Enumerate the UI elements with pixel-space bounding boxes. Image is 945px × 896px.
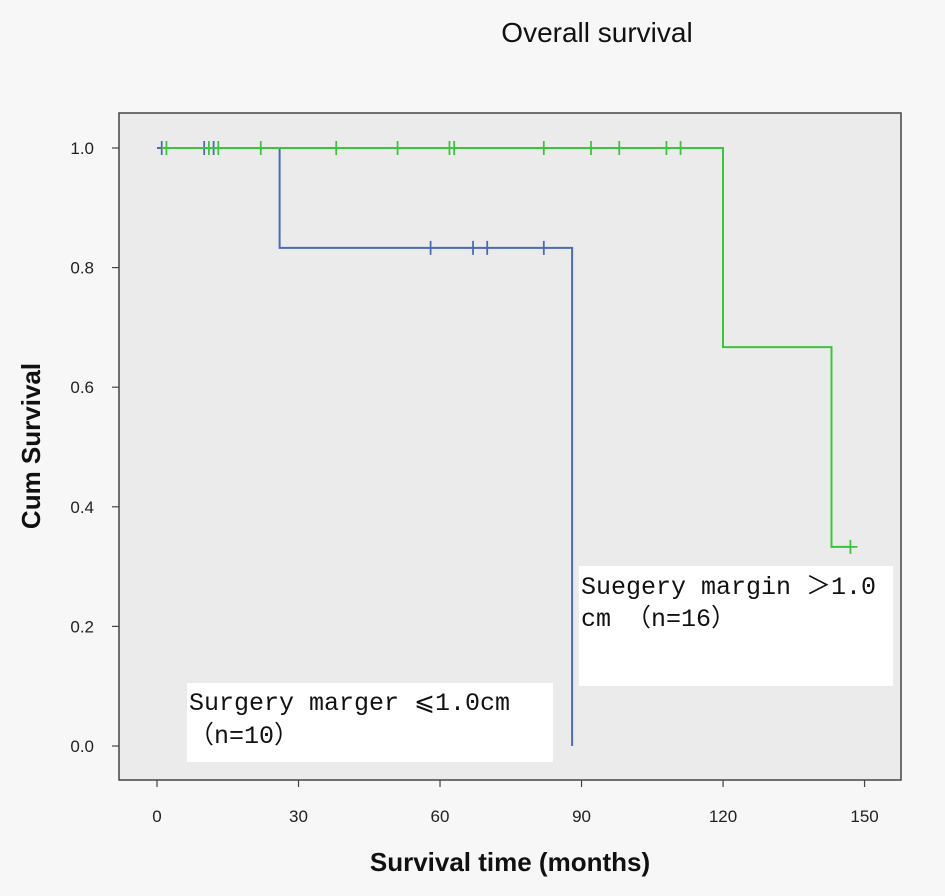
y-tick-label: 0.2 [70, 617, 94, 636]
annotation-green-box: Suegery margin ＞1.0 cm （n=16） [579, 566, 893, 686]
y-tick-label: 1.0 [70, 139, 94, 158]
annotation-blue-line-1: Surgery marger ⩽1.0cm [189, 689, 510, 718]
y-tick-label: 0.6 [70, 378, 94, 397]
y-axis: 0.0 0.2 0.4 0.6 0.8 1.0 [70, 139, 119, 756]
series-layer [157, 141, 858, 746]
x-tick-label: 0 [152, 807, 161, 826]
annotation-blue-box: Surgery marger ⩽1.0cm （n=10） [187, 683, 553, 762]
annotation-green-background [579, 566, 893, 686]
y-tick-label: 0.4 [70, 498, 94, 517]
x-tick-label: 60 [431, 807, 450, 826]
annotation-blue-line-2: （n=10） [189, 721, 299, 751]
chart-title: Overall survival [501, 17, 692, 48]
x-tick-label: 150 [850, 807, 878, 826]
annotation-blue-background [187, 683, 553, 762]
y-axis-label: Cum Survival [16, 363, 46, 529]
x-tick-label: 30 [289, 807, 308, 826]
annotation-green-line-2: cm （n=16） [581, 604, 736, 634]
annotation-green-line-1: Suegery margin ＞1.0 [581, 573, 876, 602]
series-1-step-line [161, 147, 851, 548]
y-tick-label: 0.8 [70, 259, 94, 278]
x-axis: 0 30 60 90 120 150 [152, 780, 879, 826]
x-tick-label: 120 [709, 807, 737, 826]
x-axis-label: Survival time (months) [370, 847, 650, 877]
x-tick-label: 90 [572, 807, 591, 826]
y-tick-label: 0.0 [70, 737, 94, 756]
